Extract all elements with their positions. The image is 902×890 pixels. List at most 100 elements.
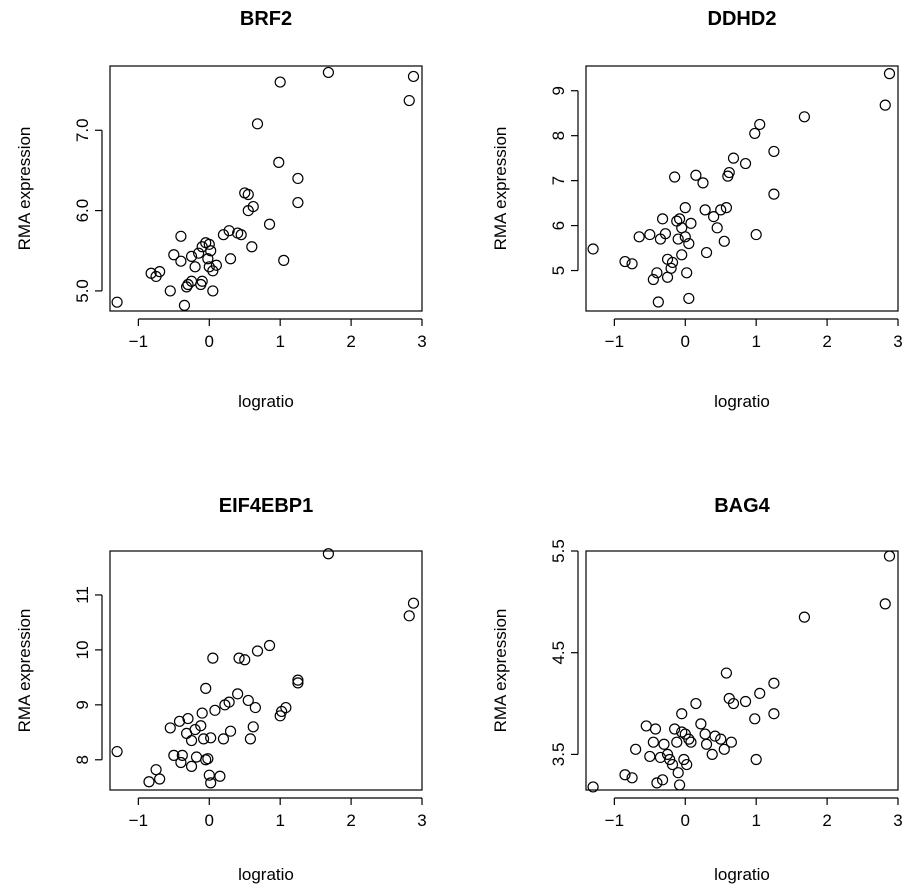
- y-tick-label: 8: [549, 131, 568, 140]
- data-point: [235, 229, 247, 241]
- data-point: [720, 667, 733, 679]
- data-point: [202, 753, 214, 765]
- data-point: [154, 773, 166, 785]
- x-tick-label: 3: [417, 811, 426, 830]
- data-point: [175, 255, 187, 267]
- x-tick-label: 2: [822, 332, 831, 351]
- data-point: [249, 701, 261, 714]
- data-point: [207, 265, 219, 277]
- data-point: [673, 213, 686, 225]
- data-point: [669, 171, 681, 183]
- data-point: [798, 611, 811, 623]
- y-axis: 3.5 4.5 5.5: [549, 539, 579, 766]
- data-point: [659, 228, 672, 240]
- y-axis-label: RMA expression: [15, 609, 34, 733]
- x-axis: −1 0 1 2 3: [605, 797, 902, 830]
- data-point: [750, 753, 762, 766]
- data-point: [292, 674, 304, 686]
- data-point: [676, 708, 688, 720]
- data-points: [111, 548, 420, 789]
- y-axis: 5 6 7 8 9: [549, 86, 579, 275]
- data-point: [407, 597, 420, 609]
- data-point: [754, 687, 766, 699]
- data-point: [193, 247, 205, 259]
- data-point: [699, 728, 711, 740]
- data-point: [754, 118, 766, 131]
- y-tick-label: 9: [73, 700, 92, 709]
- data-point: [207, 285, 219, 297]
- data-point: [685, 217, 697, 229]
- data-point: [203, 238, 215, 250]
- plot-frame: [109, 65, 423, 312]
- data-point: [280, 701, 292, 714]
- x-axis-label: logratio: [714, 392, 770, 411]
- data-point: [273, 156, 285, 168]
- data-point: [750, 228, 762, 241]
- data-point: [587, 781, 599, 793]
- data-point: [681, 267, 693, 279]
- chart-title: BAG4: [714, 495, 770, 517]
- data-point: [242, 694, 254, 707]
- data-point: [251, 645, 264, 657]
- data-point: [182, 278, 194, 291]
- panel-brf2: BRF2 logratio RMA expression −1 0 1 2 3 5.0 6…: [15, 8, 427, 411]
- data-point: [198, 733, 210, 745]
- data-point: [111, 745, 123, 758]
- x-tick-label: 0: [681, 811, 690, 830]
- data-point: [182, 712, 194, 725]
- data-point: [669, 723, 681, 735]
- data-point: [263, 639, 276, 652]
- data-point: [661, 748, 674, 761]
- x-tick-label: 1: [275, 332, 284, 351]
- x-tick-label: 3: [893, 811, 902, 830]
- data-points: [587, 68, 896, 308]
- data-point: [111, 296, 123, 308]
- data-point: [209, 704, 221, 716]
- data-point: [640, 720, 652, 732]
- data-point: [883, 550, 896, 562]
- x-tick-label: 0: [205, 811, 214, 830]
- data-point: [711, 222, 723, 234]
- y-axis-label: RMA expression: [491, 127, 510, 251]
- x-tick-label: 2: [822, 811, 831, 830]
- y-axis: 5.0 6.0 7.0: [73, 118, 103, 303]
- data-point: [205, 777, 217, 789]
- data-point: [649, 723, 662, 735]
- x-tick-label: 2: [346, 811, 355, 830]
- data-point: [224, 725, 237, 737]
- x-axis-label: logratio: [238, 865, 294, 884]
- data-point: [251, 118, 264, 130]
- data-point: [626, 258, 638, 270]
- data-point: [723, 166, 735, 179]
- data-point: [223, 696, 235, 708]
- data-point: [203, 769, 215, 781]
- data-point: [671, 215, 683, 227]
- data-point: [672, 233, 684, 245]
- data-point: [274, 710, 286, 722]
- data-point: [883, 68, 896, 80]
- data-point: [715, 204, 727, 216]
- data-point: [671, 736, 683, 748]
- x-tick-label: 1: [751, 811, 760, 830]
- data-point: [168, 749, 180, 761]
- data-point: [244, 733, 256, 745]
- data-point: [679, 231, 691, 243]
- data-point: [164, 285, 176, 297]
- data-point: [203, 261, 215, 273]
- data-point: [403, 94, 415, 107]
- data-point: [185, 760, 198, 772]
- data-point: [292, 196, 304, 209]
- data-point: [292, 677, 304, 689]
- data-point: [739, 157, 752, 170]
- data-point: [292, 172, 304, 185]
- data-point: [699, 204, 711, 216]
- x-axis-label: logratio: [238, 392, 294, 411]
- data-point: [651, 267, 663, 279]
- data-point: [695, 718, 707, 730]
- data-point: [656, 213, 669, 225]
- data-point: [681, 758, 693, 771]
- data-point: [700, 246, 713, 259]
- data-point: [656, 774, 669, 786]
- x-tick-label: −1: [605, 332, 624, 351]
